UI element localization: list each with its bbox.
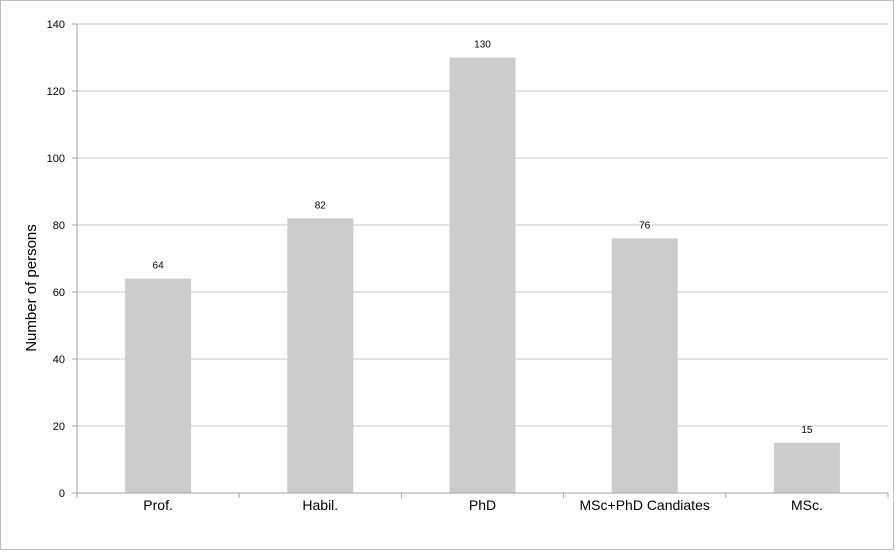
data-label: 82 (315, 200, 327, 211)
y-tick-label: 40 (53, 354, 65, 366)
x-tick-label: Habil. (302, 497, 338, 513)
bar-habil (287, 218, 354, 494)
x-tick-label: Prof. (143, 497, 173, 513)
x-tick-label: MSc. (791, 497, 823, 513)
axes (72, 23, 889, 498)
y-tick-labels: 0 20 40 60 80 100 120 140 (47, 19, 65, 500)
y-tick-label: 100 (47, 153, 65, 165)
y-tick-label: 80 (53, 220, 65, 232)
data-label: 130 (474, 40, 491, 51)
bar-phd (449, 57, 516, 493)
bar-msc (773, 442, 840, 493)
data-label: 64 (153, 261, 165, 272)
data-labels: 64 82 130 76 15 (153, 40, 813, 436)
y-tick-label: 0 (59, 488, 65, 500)
data-label: 15 (801, 425, 813, 436)
data-label: 76 (639, 220, 651, 231)
bar-msc-phd-candiates (611, 238, 678, 493)
x-tick-labels: Prof. Habil. PhD MSc+PhD Candiates MSc. (143, 497, 823, 513)
y-tick-label: 20 (53, 421, 65, 433)
x-tick-label: MSc+PhD Candiates (580, 497, 710, 513)
y-axis-label: Number of persons (23, 224, 40, 352)
y-tick-label: 140 (47, 19, 65, 31)
y-tick-label: 120 (47, 86, 65, 98)
x-tick-label: PhD (469, 497, 496, 513)
bars (125, 57, 840, 494)
bar-prof (125, 278, 192, 493)
y-tick-label: 60 (53, 287, 65, 299)
